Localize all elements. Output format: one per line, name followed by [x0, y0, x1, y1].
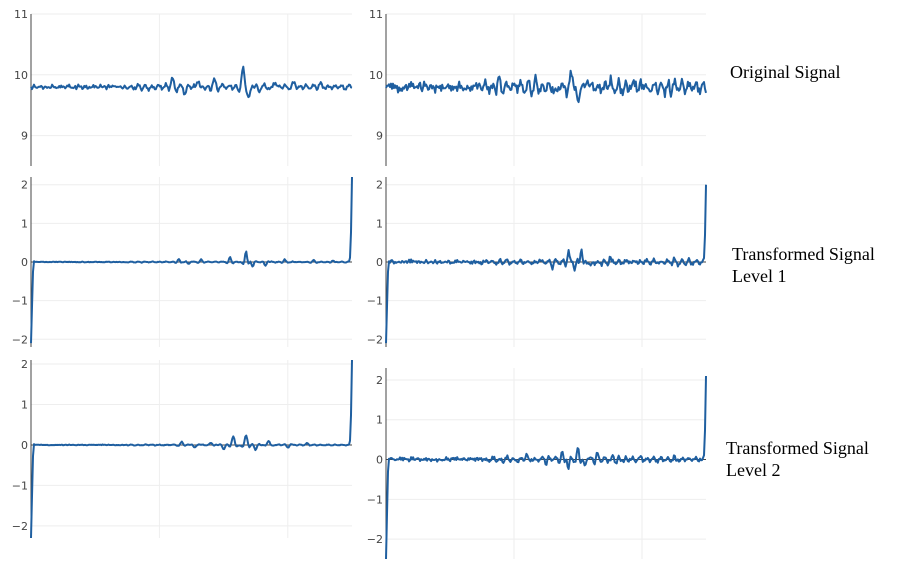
series-line-lvl2-right [385, 375, 707, 560]
y-tick-label: −1 [367, 295, 383, 308]
row-label-level1-line1: Transformed Signal [732, 244, 875, 264]
y-tick-label: −1 [12, 295, 28, 308]
panel-orig-right: 9 10 11 [369, 8, 707, 166]
series-line-lvl2-left [30, 359, 353, 539]
y-tick-label: 2 [376, 179, 383, 192]
y-tick-label: 0 [376, 256, 383, 269]
series-line-orig-left [30, 65, 353, 99]
y-tick-label: −1 [367, 493, 383, 506]
y-tick-label: −2 [12, 333, 28, 346]
y-tick-label: −2 [12, 520, 28, 533]
panel-lvl2-left: −2 −1 0 1 2 [12, 358, 353, 539]
y-tick-label: 11 [369, 8, 383, 21]
y-tick-label: 9 [376, 130, 383, 143]
y-tick-label: 2 [376, 374, 383, 387]
y-tick-label: 0 [376, 454, 383, 467]
row-label-level1: Transformed Signal Level 1 [732, 243, 875, 287]
y-tick-label: −2 [367, 533, 383, 546]
y-tick-label: 2 [21, 179, 28, 192]
row-label-original: Original Signal [730, 61, 841, 83]
series-line-lvl1-right [385, 184, 707, 344]
panel-lvl1-right: −2 −1 0 1 2 [367, 177, 707, 347]
series-line-orig-right [385, 69, 707, 104]
y-tick-label: 1 [376, 217, 383, 230]
y-tick-label: 1 [376, 414, 383, 427]
panel-lvl1-left: −2 −1 0 1 2 [12, 176, 353, 347]
y-tick-label: 10 [14, 69, 28, 82]
y-tick-label: 1 [21, 399, 28, 412]
y-tick-label: 9 [21, 130, 28, 143]
row-label-level2-line2: Level 2 [726, 460, 781, 480]
panel-orig-left: 9 10 11 [14, 8, 353, 166]
panel-lvl2-right: −2 −1 0 1 2 [367, 368, 707, 560]
row-label-level2: Transformed Signal Level 2 [726, 437, 869, 481]
y-tick-label: −2 [367, 333, 383, 346]
y-tick-label: 11 [14, 8, 28, 21]
row-label-original-line1: Original Signal [730, 62, 841, 82]
row-label-level2-line1: Transformed Signal [726, 438, 869, 458]
y-tick-label: 2 [21, 358, 28, 371]
series-line-lvl1-left [30, 176, 353, 344]
y-tick-label: 10 [369, 69, 383, 82]
y-tick-label: 1 [21, 217, 28, 230]
y-tick-label: −1 [12, 479, 28, 492]
row-label-level1-line2: Level 1 [732, 266, 787, 286]
y-tick-label: 0 [21, 256, 28, 269]
y-tick-label: 0 [21, 439, 28, 452]
